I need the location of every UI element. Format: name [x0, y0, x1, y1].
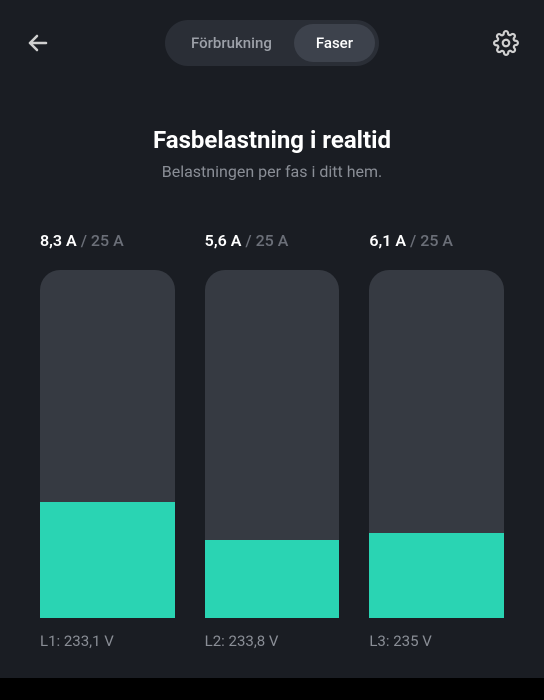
phase-bars: 8,3 A / 25 A L1: 233,1 V 5,6 A / 25 A L2… — [0, 231, 544, 650]
readout-separator: / — [81, 231, 91, 250]
phase-l2-voltage: L2: 233,8 V — [205, 632, 340, 650]
phase-l2-fill — [205, 540, 340, 618]
phase-l1-readout: 8,3 A / 25 A — [40, 231, 175, 250]
page-subtitle: Belastningen per fas i ditt hem. — [0, 162, 544, 181]
phase-l3-max: 25 A — [420, 231, 453, 250]
title-block: Fasbelastning i realtid Belastningen per… — [0, 126, 544, 181]
phase-l1: 8,3 A / 25 A L1: 233,1 V — [40, 231, 175, 650]
phase-l3-fill — [369, 533, 504, 618]
header: Förbrukning Faser — [0, 0, 544, 86]
tab-phases[interactable]: Faser — [294, 24, 375, 62]
phase-l1-current: 8,3 A — [40, 231, 77, 250]
phase-l3-current: 6,1 A — [369, 231, 406, 250]
readout-separator: / — [245, 231, 255, 250]
phase-l3-bar — [369, 270, 504, 618]
gear-icon[interactable] — [492, 29, 520, 57]
phase-l3-readout: 6,1 A / 25 A — [369, 231, 504, 250]
phase-l2-current: 5,6 A — [205, 231, 242, 250]
phase-l1-fill — [40, 502, 175, 618]
phase-l1-voltage: L1: 233,1 V — [40, 632, 175, 650]
tab-consumption[interactable]: Förbrukning — [169, 24, 294, 62]
readout-separator: / — [410, 231, 420, 250]
tab-group: Förbrukning Faser — [165, 20, 379, 66]
phase-l1-max: 25 A — [91, 231, 124, 250]
page-title: Fasbelastning i realtid — [0, 126, 544, 154]
phase-l2-max: 25 A — [256, 231, 289, 250]
bottom-bar — [0, 678, 544, 700]
phase-l3: 6,1 A / 25 A L3: 235 V — [369, 231, 504, 650]
phase-l2: 5,6 A / 25 A L2: 233,8 V — [205, 231, 340, 650]
phase-l3-voltage: L3: 235 V — [369, 632, 504, 650]
phase-l2-readout: 5,6 A / 25 A — [205, 231, 340, 250]
phase-l1-bar — [40, 270, 175, 618]
back-icon[interactable] — [24, 29, 52, 57]
phase-l2-bar — [205, 270, 340, 618]
